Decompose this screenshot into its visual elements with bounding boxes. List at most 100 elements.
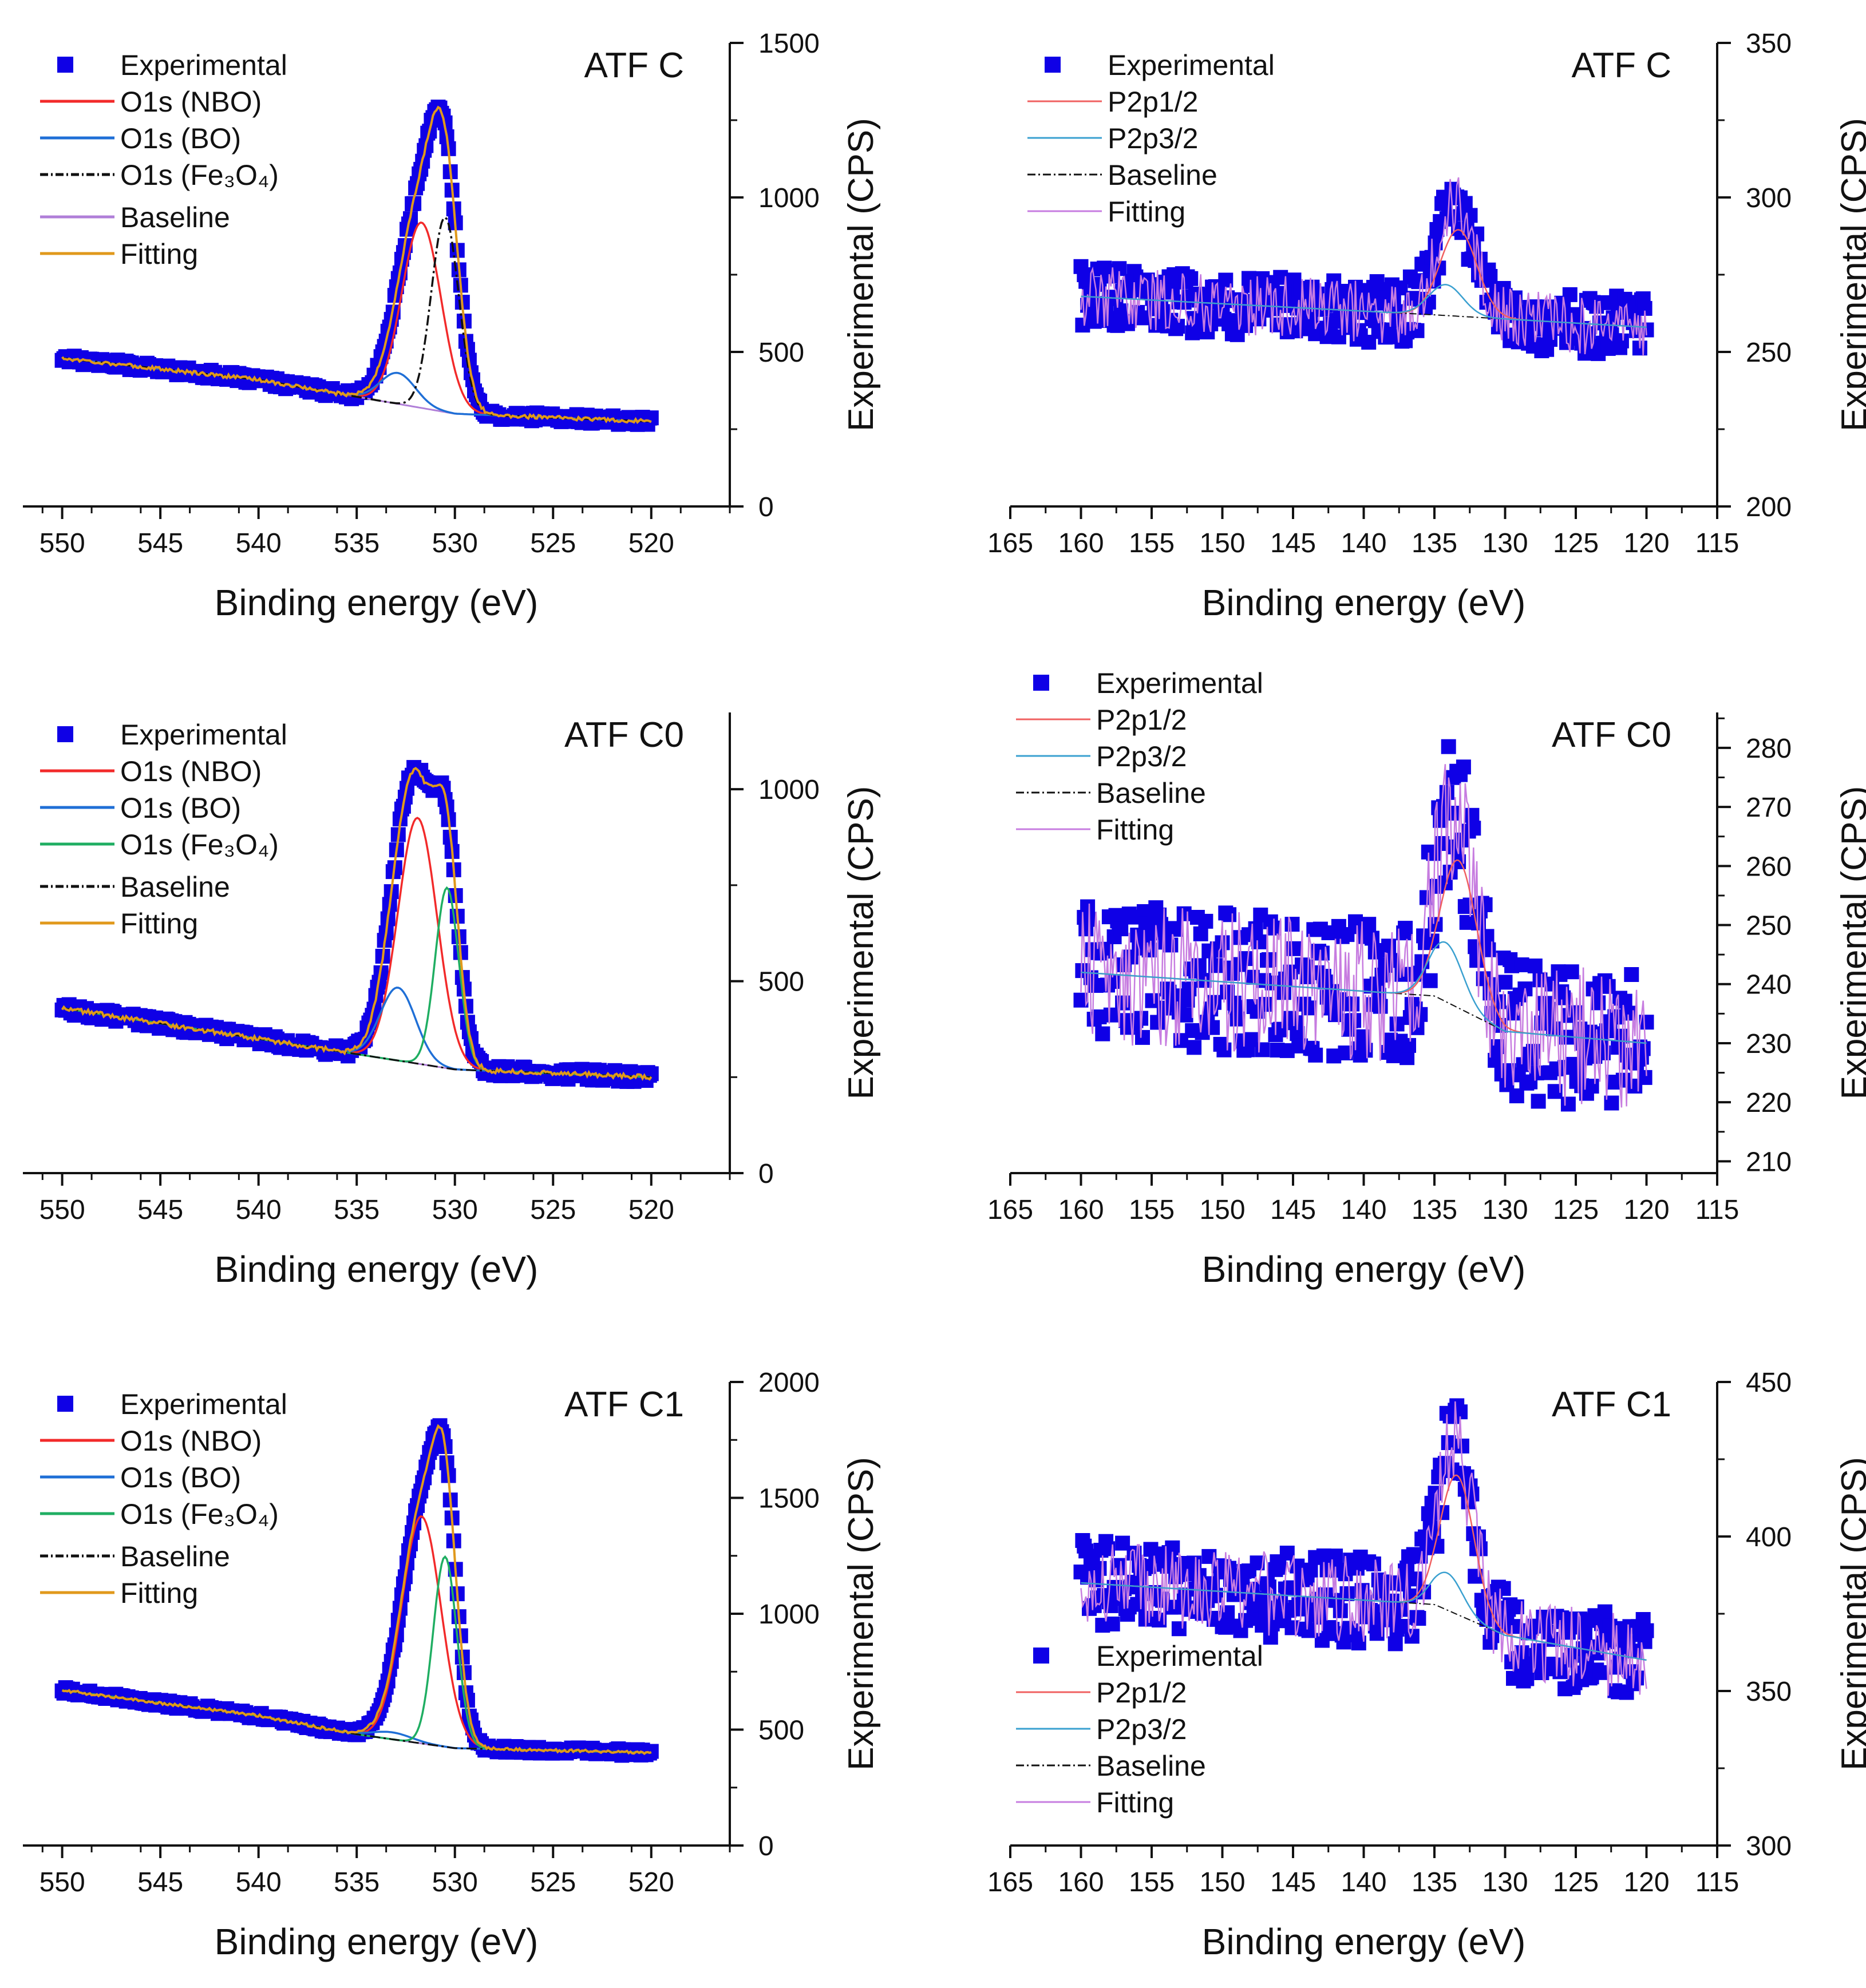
x-tick-label: 530 xyxy=(432,1867,478,1898)
x-tick-label: 160 xyxy=(1058,1195,1104,1225)
legend: Experimental P2p1/2 P2p3/2 Baseline Fitting xyxy=(1016,1640,1263,1819)
experimental-point xyxy=(1519,1671,1535,1686)
x-tick-label: 115 xyxy=(1695,528,1740,559)
chart-title: ATF C xyxy=(584,46,685,85)
y-tick-label: 0 xyxy=(758,1159,774,1189)
x-axis-label: Binding energy (eV) xyxy=(1202,582,1526,623)
experimental-point xyxy=(1429,1539,1445,1554)
experimental-point xyxy=(1150,1015,1165,1030)
legend-label: P2p1/2 xyxy=(1096,704,1187,736)
y-tick-label: 1500 xyxy=(758,1484,820,1514)
x-tick-label: 160 xyxy=(1058,528,1104,559)
fitting-line xyxy=(1080,764,1647,1108)
x-tick-label: 545 xyxy=(137,1195,183,1225)
experimental-point xyxy=(1564,964,1579,980)
legend-label: Experimental xyxy=(120,1388,287,1420)
x-tick-label: 155 xyxy=(1129,1195,1175,1225)
y-tick-label: 0 xyxy=(758,492,774,522)
legend-label: P2p3/2 xyxy=(1096,740,1187,773)
chart-title: ATF C0 xyxy=(564,715,684,755)
experimental-point xyxy=(1220,1605,1235,1621)
legend: Experimental O1s (NBO) O1s (BO) O1s (Fe₃O₄)… xyxy=(40,1388,287,1609)
experimental-point xyxy=(1624,967,1639,982)
y-tick-label: 450 xyxy=(1746,1368,1792,1398)
legend-label: O1s (Fe₃O₄) xyxy=(120,829,279,861)
experimental-point xyxy=(1556,990,1571,1005)
component-line xyxy=(1081,284,1647,328)
experimental-point xyxy=(1527,959,1543,973)
legend-label: Experimental xyxy=(120,49,287,81)
experimental-point xyxy=(1095,1026,1110,1041)
experimental-point xyxy=(1509,1088,1524,1103)
x-tick-label: 135 xyxy=(1412,528,1457,559)
legend: Experimental O1s (NBO) O1s (BO) O1s (Fe₃O₄)… xyxy=(40,49,287,270)
experimental-point xyxy=(1181,981,1197,997)
x-tick-label: 550 xyxy=(39,528,85,559)
legend-label: Baseline xyxy=(120,201,230,233)
x-tick-label: 130 xyxy=(1482,528,1528,559)
experimental-point xyxy=(1346,1013,1362,1028)
legend-label: Fitting xyxy=(1096,1787,1174,1819)
experimental-point xyxy=(1439,785,1454,800)
experimental-point xyxy=(1333,1603,1348,1618)
experimental-point xyxy=(1514,957,1529,972)
fitting-line xyxy=(61,767,653,1081)
experimental-point xyxy=(1183,271,1199,286)
experimental-point xyxy=(1479,929,1495,944)
y-tick-label: 280 xyxy=(1746,734,1792,764)
component-line xyxy=(1081,1571,1647,1661)
x-tick-label: 150 xyxy=(1199,1867,1245,1898)
x-tick-label: 165 xyxy=(987,1867,1033,1898)
x-tick-label: 535 xyxy=(334,528,379,559)
fitting-line xyxy=(61,105,652,424)
x-axis-label: Binding energy (eV) xyxy=(1202,1921,1526,1962)
experimental-point xyxy=(1303,1562,1318,1578)
legend-label: Fitting xyxy=(120,1577,198,1609)
y-tick-label: 230 xyxy=(1746,1029,1792,1059)
x-tick-label: 520 xyxy=(628,1195,674,1225)
legend-label: Fitting xyxy=(1108,196,1185,228)
legend-marker xyxy=(57,726,73,742)
x-tick-label: 125 xyxy=(1553,1195,1599,1225)
experimental-point xyxy=(1328,1549,1343,1564)
experimental-point xyxy=(1187,1040,1202,1055)
x-tick-label: 145 xyxy=(1270,528,1316,559)
experimental-point xyxy=(1171,1621,1187,1637)
y-axis-label: Experimental (CPS) xyxy=(841,118,881,431)
y-tick-label: 2000 xyxy=(758,1368,820,1398)
legend-label: Baseline xyxy=(1096,777,1206,809)
experimental-point xyxy=(1389,1016,1405,1032)
legend-label: O1s (Fe₃O₄) xyxy=(120,1498,279,1530)
y-tick-label: 500 xyxy=(758,1716,804,1746)
x-tick-label: 160 xyxy=(1058,1867,1104,1898)
experimental-point xyxy=(1301,1623,1317,1638)
experimental-point xyxy=(1113,921,1129,937)
y-axis-label: Experimental (CPS) xyxy=(841,1457,881,1771)
x-tick-label: 165 xyxy=(987,1195,1033,1225)
legend-label: Experimental xyxy=(1096,667,1263,699)
y-tick-label: 210 xyxy=(1746,1147,1792,1177)
experimental-point xyxy=(1168,922,1184,937)
y-axis-label: Experimental (CPS) xyxy=(1835,1457,1866,1771)
experimental-point xyxy=(1529,1065,1544,1080)
x-tick-label: 525 xyxy=(530,1867,576,1898)
experimental-point xyxy=(1398,921,1413,936)
experimental-point xyxy=(1263,1630,1278,1645)
legend-marker xyxy=(1045,57,1061,73)
chart-o1s-atf-c: 550 545 540 535 530 525 520 0 500 1000 1500 Binding… xyxy=(23,29,881,623)
legend-label: Baseline xyxy=(1108,159,1217,191)
experimental-point xyxy=(1562,287,1578,302)
experimental-point xyxy=(1193,926,1208,941)
x-axis-label: Binding energy (eV) xyxy=(215,1249,539,1290)
chart-title: ATF C xyxy=(1572,46,1672,85)
legend-label: O1s (NBO) xyxy=(120,755,262,787)
experimental-point xyxy=(1279,1546,1295,1561)
y-axis-label: Experimental (CPS) xyxy=(1835,118,1866,431)
chart-title: ATF C1 xyxy=(1552,1385,1671,1424)
legend-label: P2p1/2 xyxy=(1096,1677,1187,1709)
experimental-point xyxy=(1629,1670,1644,1686)
x-tick-label: 530 xyxy=(432,1195,478,1225)
legend-label: Fitting xyxy=(1096,814,1174,846)
x-tick-label: 125 xyxy=(1553,1867,1599,1898)
x-tick-label: 545 xyxy=(137,1867,183,1898)
